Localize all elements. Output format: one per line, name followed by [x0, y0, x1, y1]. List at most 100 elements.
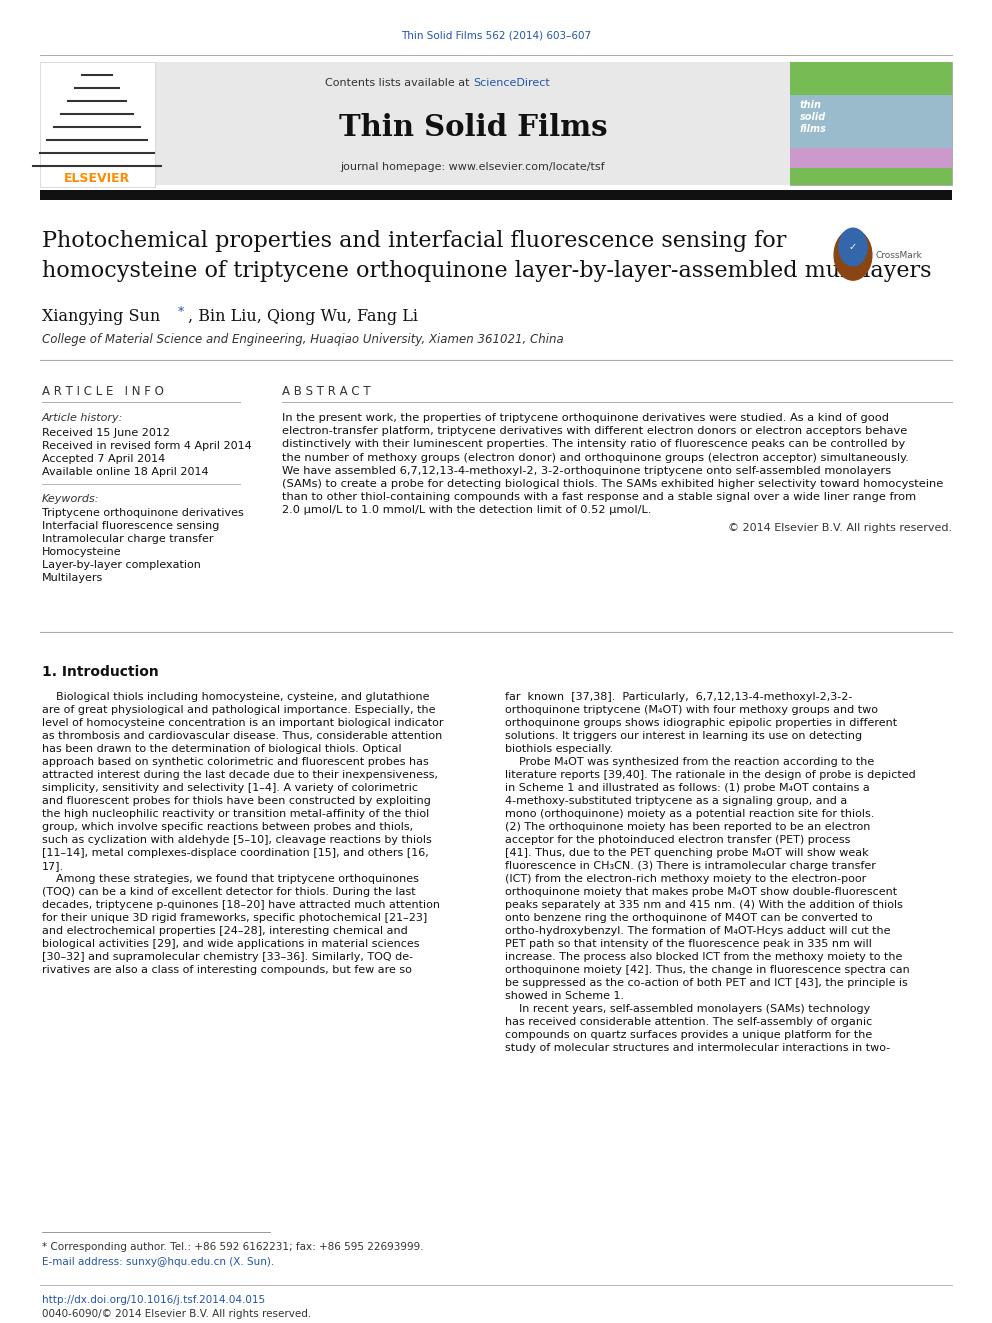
Text: level of homocysteine concentration is an important biological indicator: level of homocysteine concentration is a… — [42, 718, 443, 728]
Text: CrossMark: CrossMark — [875, 250, 922, 259]
Text: Accepted 7 April 2014: Accepted 7 April 2014 — [42, 454, 166, 464]
Text: (TOQ) can be a kind of excellent detector for thiols. During the last: (TOQ) can be a kind of excellent detecto… — [42, 886, 416, 897]
Text: homocysteine of triptycene orthoquinone layer-by-layer-assembled multilayers: homocysteine of triptycene orthoquinone … — [42, 261, 931, 282]
Text: approach based on synthetic colorimetric and fluorescent probes has: approach based on synthetic colorimetric… — [42, 757, 429, 767]
Text: group, which involve specific reactions between probes and thiols,: group, which involve specific reactions … — [42, 822, 413, 832]
Text: Keywords:: Keywords: — [42, 493, 99, 504]
Text: 1. Introduction: 1. Introduction — [42, 665, 159, 679]
Text: solutions. It triggers our interest in learning its use on detecting: solutions. It triggers our interest in l… — [505, 732, 862, 741]
Text: , Bin Liu, Qiong Wu, Fang Li: , Bin Liu, Qiong Wu, Fang Li — [188, 308, 418, 325]
Text: In the present work, the properties of triptycene orthoquinone derivatives were : In the present work, the properties of t… — [282, 413, 889, 423]
Text: orthoquinone groups shows idiographic epipolic properties in different: orthoquinone groups shows idiographic ep… — [505, 718, 897, 728]
Text: acceptor for the photoinduced electron transfer (PET) process: acceptor for the photoinduced electron t… — [505, 835, 850, 845]
Text: © 2014 Elsevier B.V. All rights reserved.: © 2014 Elsevier B.V. All rights reserved… — [728, 523, 952, 533]
Text: ✓: ✓ — [849, 242, 857, 253]
Text: College of Material Science and Engineering, Huaqiao University, Xiamen 361021, : College of Material Science and Engineer… — [42, 333, 563, 347]
Text: orthoquinone moiety [42]. Thus, the change in fluorescence spectra can: orthoquinone moiety [42]. Thus, the chan… — [505, 964, 910, 975]
Text: increase. The process also blocked ICT from the methoxy moiety to the: increase. The process also blocked ICT f… — [505, 953, 903, 962]
Text: (SAMs) to create a probe for detecting biological thiols. The SAMs exhibited hig: (SAMs) to create a probe for detecting b… — [282, 479, 943, 490]
Text: * Corresponding author. Tel.: +86 592 6162231; fax: +86 595 22693999.: * Corresponding author. Tel.: +86 592 61… — [42, 1242, 424, 1252]
Text: A R T I C L E   I N F O: A R T I C L E I N F O — [42, 385, 164, 398]
FancyBboxPatch shape — [790, 62, 952, 95]
Text: peaks separately at 335 nm and 415 nm. (4) With the addition of thiols: peaks separately at 335 nm and 415 nm. (… — [505, 900, 903, 910]
Text: the number of methoxy groups (electron donor) and orthoquinone groups (electron : the number of methoxy groups (electron d… — [282, 452, 909, 463]
Text: (2) The orthoquinone moiety has been reported to be an electron: (2) The orthoquinone moiety has been rep… — [505, 822, 870, 832]
Text: and fluorescent probes for thiols have been constructed by exploiting: and fluorescent probes for thiols have b… — [42, 796, 431, 806]
Text: ortho-hydroxybenzyl. The formation of M₄OT-Hcys adduct will cut the: ortho-hydroxybenzyl. The formation of M₄… — [505, 926, 891, 935]
Text: onto benzene ring the orthoquinone of M4OT can be converted to: onto benzene ring the orthoquinone of M4… — [505, 913, 873, 923]
Text: be suppressed as the co-action of both PET and ICT [43], the principle is: be suppressed as the co-action of both P… — [505, 978, 908, 988]
Text: PET path so that intensity of the fluorescence peak in 335 nm will: PET path so that intensity of the fluore… — [505, 939, 872, 949]
Text: 0040-6090/© 2014 Elsevier B.V. All rights reserved.: 0040-6090/© 2014 Elsevier B.V. All right… — [42, 1308, 311, 1319]
Text: Contents lists available at: Contents lists available at — [325, 78, 473, 89]
Text: E-mail address: sunxy@hqu.edu.cn (X. Sun).: E-mail address: sunxy@hqu.edu.cn (X. Sun… — [42, 1257, 274, 1267]
FancyBboxPatch shape — [790, 148, 952, 168]
Text: showed in Scheme 1.: showed in Scheme 1. — [505, 991, 624, 1002]
Text: in Scheme 1 and illustrated as follows: (1) probe M₄OT contains a: in Scheme 1 and illustrated as follows: … — [505, 783, 870, 792]
Text: Among these strategies, we found that triptycene orthoquinones: Among these strategies, we found that tr… — [42, 875, 419, 884]
Text: Photochemical properties and interfacial fluorescence sensing for: Photochemical properties and interfacial… — [42, 230, 787, 251]
Text: Thin Solid Films: Thin Solid Films — [338, 112, 607, 142]
Text: [30–32] and supramolecular chemistry [33–36]. Similarly, TOQ de-: [30–32] and supramolecular chemistry [33… — [42, 953, 413, 962]
Text: distinctively with their luminescent properties. The intensity ratio of fluoresc: distinctively with their luminescent pro… — [282, 439, 906, 450]
FancyBboxPatch shape — [40, 191, 952, 200]
Text: [11–14], metal complexes-displace coordination [15], and others [16,: [11–14], metal complexes-displace coordi… — [42, 848, 429, 859]
Text: as thrombosis and cardiovascular disease. Thus, considerable attention: as thrombosis and cardiovascular disease… — [42, 732, 442, 741]
Text: journal homepage: www.elsevier.com/locate/tsf: journal homepage: www.elsevier.com/locat… — [340, 161, 605, 172]
Text: Received 15 June 2012: Received 15 June 2012 — [42, 429, 170, 438]
Text: orthoquinone triptycene (M₄OT) with four methoxy groups and two: orthoquinone triptycene (M₄OT) with four… — [505, 705, 878, 714]
Text: ScienceDirect: ScienceDirect — [473, 78, 550, 89]
Text: We have assembled 6,7,12,13-4-methoxyl-2, 3-2-orthoquinone triptycene onto self-: We have assembled 6,7,12,13-4-methoxyl-2… — [282, 466, 891, 476]
Text: fluorescence in CH₃CN. (3) There is intramolecular charge transfer: fluorescence in CH₃CN. (3) There is intr… — [505, 861, 876, 871]
Circle shape — [834, 230, 872, 280]
Text: Homocysteine: Homocysteine — [42, 546, 122, 557]
Text: A B S T R A C T: A B S T R A C T — [282, 385, 371, 398]
Text: decades, triptycene p-quinones [18–20] have attracted much attention: decades, triptycene p-quinones [18–20] h… — [42, 900, 440, 910]
Circle shape — [839, 228, 867, 266]
Text: Received in revised form 4 April 2014: Received in revised form 4 April 2014 — [42, 441, 252, 451]
Text: orthoquinone moiety that makes probe M₄OT show double-fluorescent: orthoquinone moiety that makes probe M₄O… — [505, 886, 897, 897]
Text: thin
solid
films: thin solid films — [800, 99, 827, 135]
Text: study of molecular structures and intermolecular interactions in two-: study of molecular structures and interm… — [505, 1043, 890, 1053]
Text: are of great physiological and pathological importance. Especially, the: are of great physiological and pathologi… — [42, 705, 435, 714]
Text: simplicity, sensitivity and selectivity [1–4]. A variety of colorimetric: simplicity, sensitivity and selectivity … — [42, 783, 418, 792]
Text: attracted interest during the last decade due to their inexpensiveness,: attracted interest during the last decad… — [42, 770, 438, 781]
FancyBboxPatch shape — [155, 62, 790, 185]
Text: electron-transfer platform, triptycene derivatives with different electron donor: electron-transfer platform, triptycene d… — [282, 426, 908, 437]
FancyBboxPatch shape — [790, 168, 952, 185]
Text: compounds on quartz surfaces provides a unique platform for the: compounds on quartz surfaces provides a … — [505, 1031, 872, 1040]
Text: *: * — [178, 306, 185, 319]
Text: [41]. Thus, due to the PET quenching probe M₄OT will show weak: [41]. Thus, due to the PET quenching pro… — [505, 848, 869, 859]
Text: Multilayers: Multilayers — [42, 573, 103, 583]
Text: Xiangying Sun: Xiangying Sun — [42, 308, 166, 325]
FancyBboxPatch shape — [790, 62, 952, 185]
Text: the high nucleophilic reactivity or transition metal-affinity of the thiol: the high nucleophilic reactivity or tran… — [42, 808, 430, 819]
Text: such as cyclization with aldehyde [5–10], cleavage reactions by thiols: such as cyclization with aldehyde [5–10]… — [42, 835, 432, 845]
Text: 17].: 17]. — [42, 861, 64, 871]
Text: for their unique 3D rigid frameworks, specific photochemical [21–23]: for their unique 3D rigid frameworks, sp… — [42, 913, 428, 923]
Text: 2.0 μmol/L to 1.0 mmol/L with the detection limit of 0.52 μmol/L.: 2.0 μmol/L to 1.0 mmol/L with the detect… — [282, 505, 652, 516]
Text: Layer-by-layer complexation: Layer-by-layer complexation — [42, 560, 200, 570]
Text: rivatives are also a class of interesting compounds, but few are so: rivatives are also a class of interestin… — [42, 964, 412, 975]
Text: than to other thiol-containing compounds with a fast response and a stable signa: than to other thiol-containing compounds… — [282, 492, 917, 503]
Text: far  known  [37,38].  Particularly,  6,7,12,13-4-methoxyl-2,3-2-: far known [37,38]. Particularly, 6,7,12,… — [505, 692, 852, 703]
Text: has received considerable attention. The self-assembly of organic: has received considerable attention. The… — [505, 1017, 872, 1027]
Text: biological activities [29], and wide applications in material sciences: biological activities [29], and wide app… — [42, 939, 420, 949]
Text: Available online 18 April 2014: Available online 18 April 2014 — [42, 467, 208, 478]
Text: Biological thiols including homocysteine, cysteine, and glutathione: Biological thiols including homocysteine… — [42, 692, 430, 703]
Text: http://dx.doi.org/10.1016/j.tsf.2014.04.015: http://dx.doi.org/10.1016/j.tsf.2014.04.… — [42, 1295, 265, 1304]
Text: literature reports [39,40]. The rationale in the design of probe is depicted: literature reports [39,40]. The rational… — [505, 770, 916, 781]
Text: In recent years, self-assembled monolayers (SAMs) technology: In recent years, self-assembled monolaye… — [505, 1004, 870, 1013]
FancyBboxPatch shape — [790, 95, 952, 148]
Text: Triptycene orthoquinone derivatives: Triptycene orthoquinone derivatives — [42, 508, 244, 519]
Text: and electrochemical properties [24–28], interesting chemical and: and electrochemical properties [24–28], … — [42, 926, 408, 935]
Text: Article history:: Article history: — [42, 413, 123, 423]
Text: mono (orthoquinone) moiety as a potential reaction site for thiols.: mono (orthoquinone) moiety as a potentia… — [505, 808, 874, 819]
Text: Thin Solid Films 562 (2014) 603–607: Thin Solid Films 562 (2014) 603–607 — [401, 30, 591, 41]
Text: ELSEVIER: ELSEVIER — [63, 172, 130, 184]
Text: Probe M₄OT was synthesized from the reaction according to the: Probe M₄OT was synthesized from the reac… — [505, 757, 874, 767]
Text: 4-methoxy-substituted triptycene as a signaling group, and a: 4-methoxy-substituted triptycene as a si… — [505, 796, 847, 806]
FancyBboxPatch shape — [40, 62, 155, 187]
Text: (ICT) from the electron-rich methoxy moiety to the electron-poor: (ICT) from the electron-rich methoxy moi… — [505, 875, 866, 884]
Text: has been drawn to the determination of biological thiols. Optical: has been drawn to the determination of b… — [42, 744, 402, 754]
